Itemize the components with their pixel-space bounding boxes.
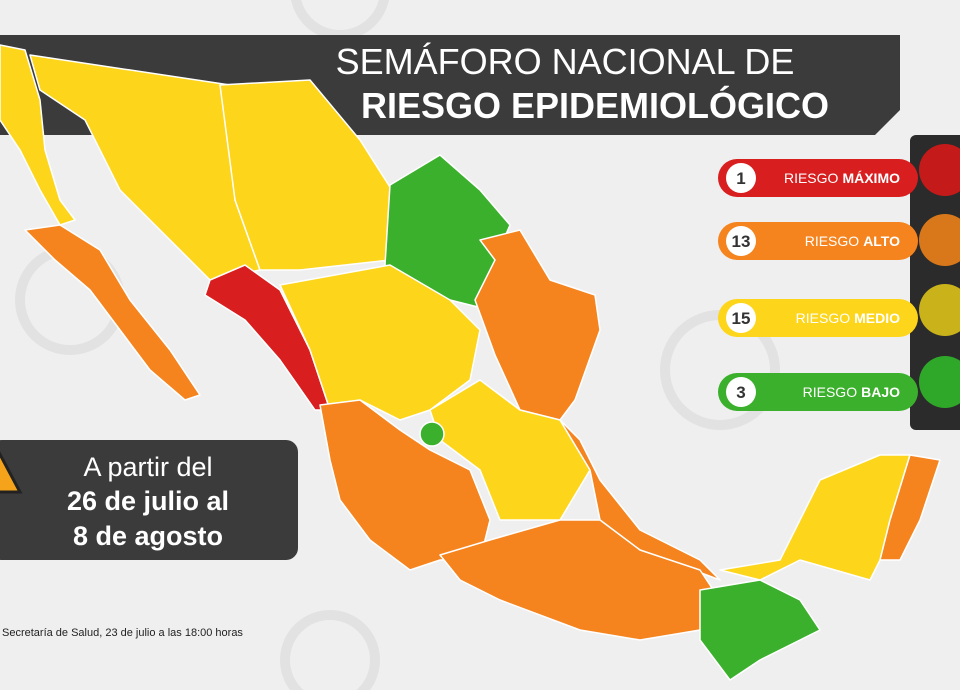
legend-level: MÁXIMO xyxy=(842,170,900,186)
legend-label: RIESGO ALTO xyxy=(805,233,900,249)
map xyxy=(0,44,941,681)
date-line3: 8 de agosto xyxy=(73,521,223,551)
traffic-light xyxy=(910,135,960,430)
legend-count-badge xyxy=(726,303,756,333)
legend-pill xyxy=(718,299,918,337)
legend-count: 3 xyxy=(736,383,745,402)
warning-icon xyxy=(0,451,23,494)
legend-prefix: RIESGO xyxy=(805,233,860,249)
source-note: Secretaría de Salud, 23 de julio a las 1… xyxy=(2,627,243,639)
legend-label: RIESGO MEDIO xyxy=(796,310,900,326)
legend-label: RIESGO MÁXIMO xyxy=(784,170,900,186)
legend-pill xyxy=(718,373,918,411)
legend-count-badge xyxy=(726,163,756,193)
date-line1: A partir del xyxy=(83,452,212,482)
legend-count-badge xyxy=(726,226,756,256)
legend-level: MEDIO xyxy=(854,310,900,326)
date-box xyxy=(0,440,298,560)
legend-prefix: RIESGO xyxy=(796,310,851,326)
date-line2: 26 de julio al xyxy=(67,486,229,516)
legend-count: 1 xyxy=(736,169,745,188)
legend-label: RIESGO BAJO xyxy=(803,384,900,400)
legend-count: 13 xyxy=(732,232,751,251)
legend-prefix: RIESGO xyxy=(784,170,839,186)
title-line2: RIESGO EPIDEMIOLÓGICO xyxy=(361,84,829,126)
legend-level: ALTO xyxy=(863,233,900,249)
legend-pill xyxy=(718,159,918,197)
legend-level: BAJO xyxy=(861,384,900,400)
legend-prefix: RIESGO xyxy=(803,384,858,400)
legend-count-badge xyxy=(726,377,756,407)
legend-pill xyxy=(718,222,918,260)
title-line1: SEMÁFORO NACIONAL DE xyxy=(336,41,795,82)
legend-count: 15 xyxy=(732,309,751,328)
